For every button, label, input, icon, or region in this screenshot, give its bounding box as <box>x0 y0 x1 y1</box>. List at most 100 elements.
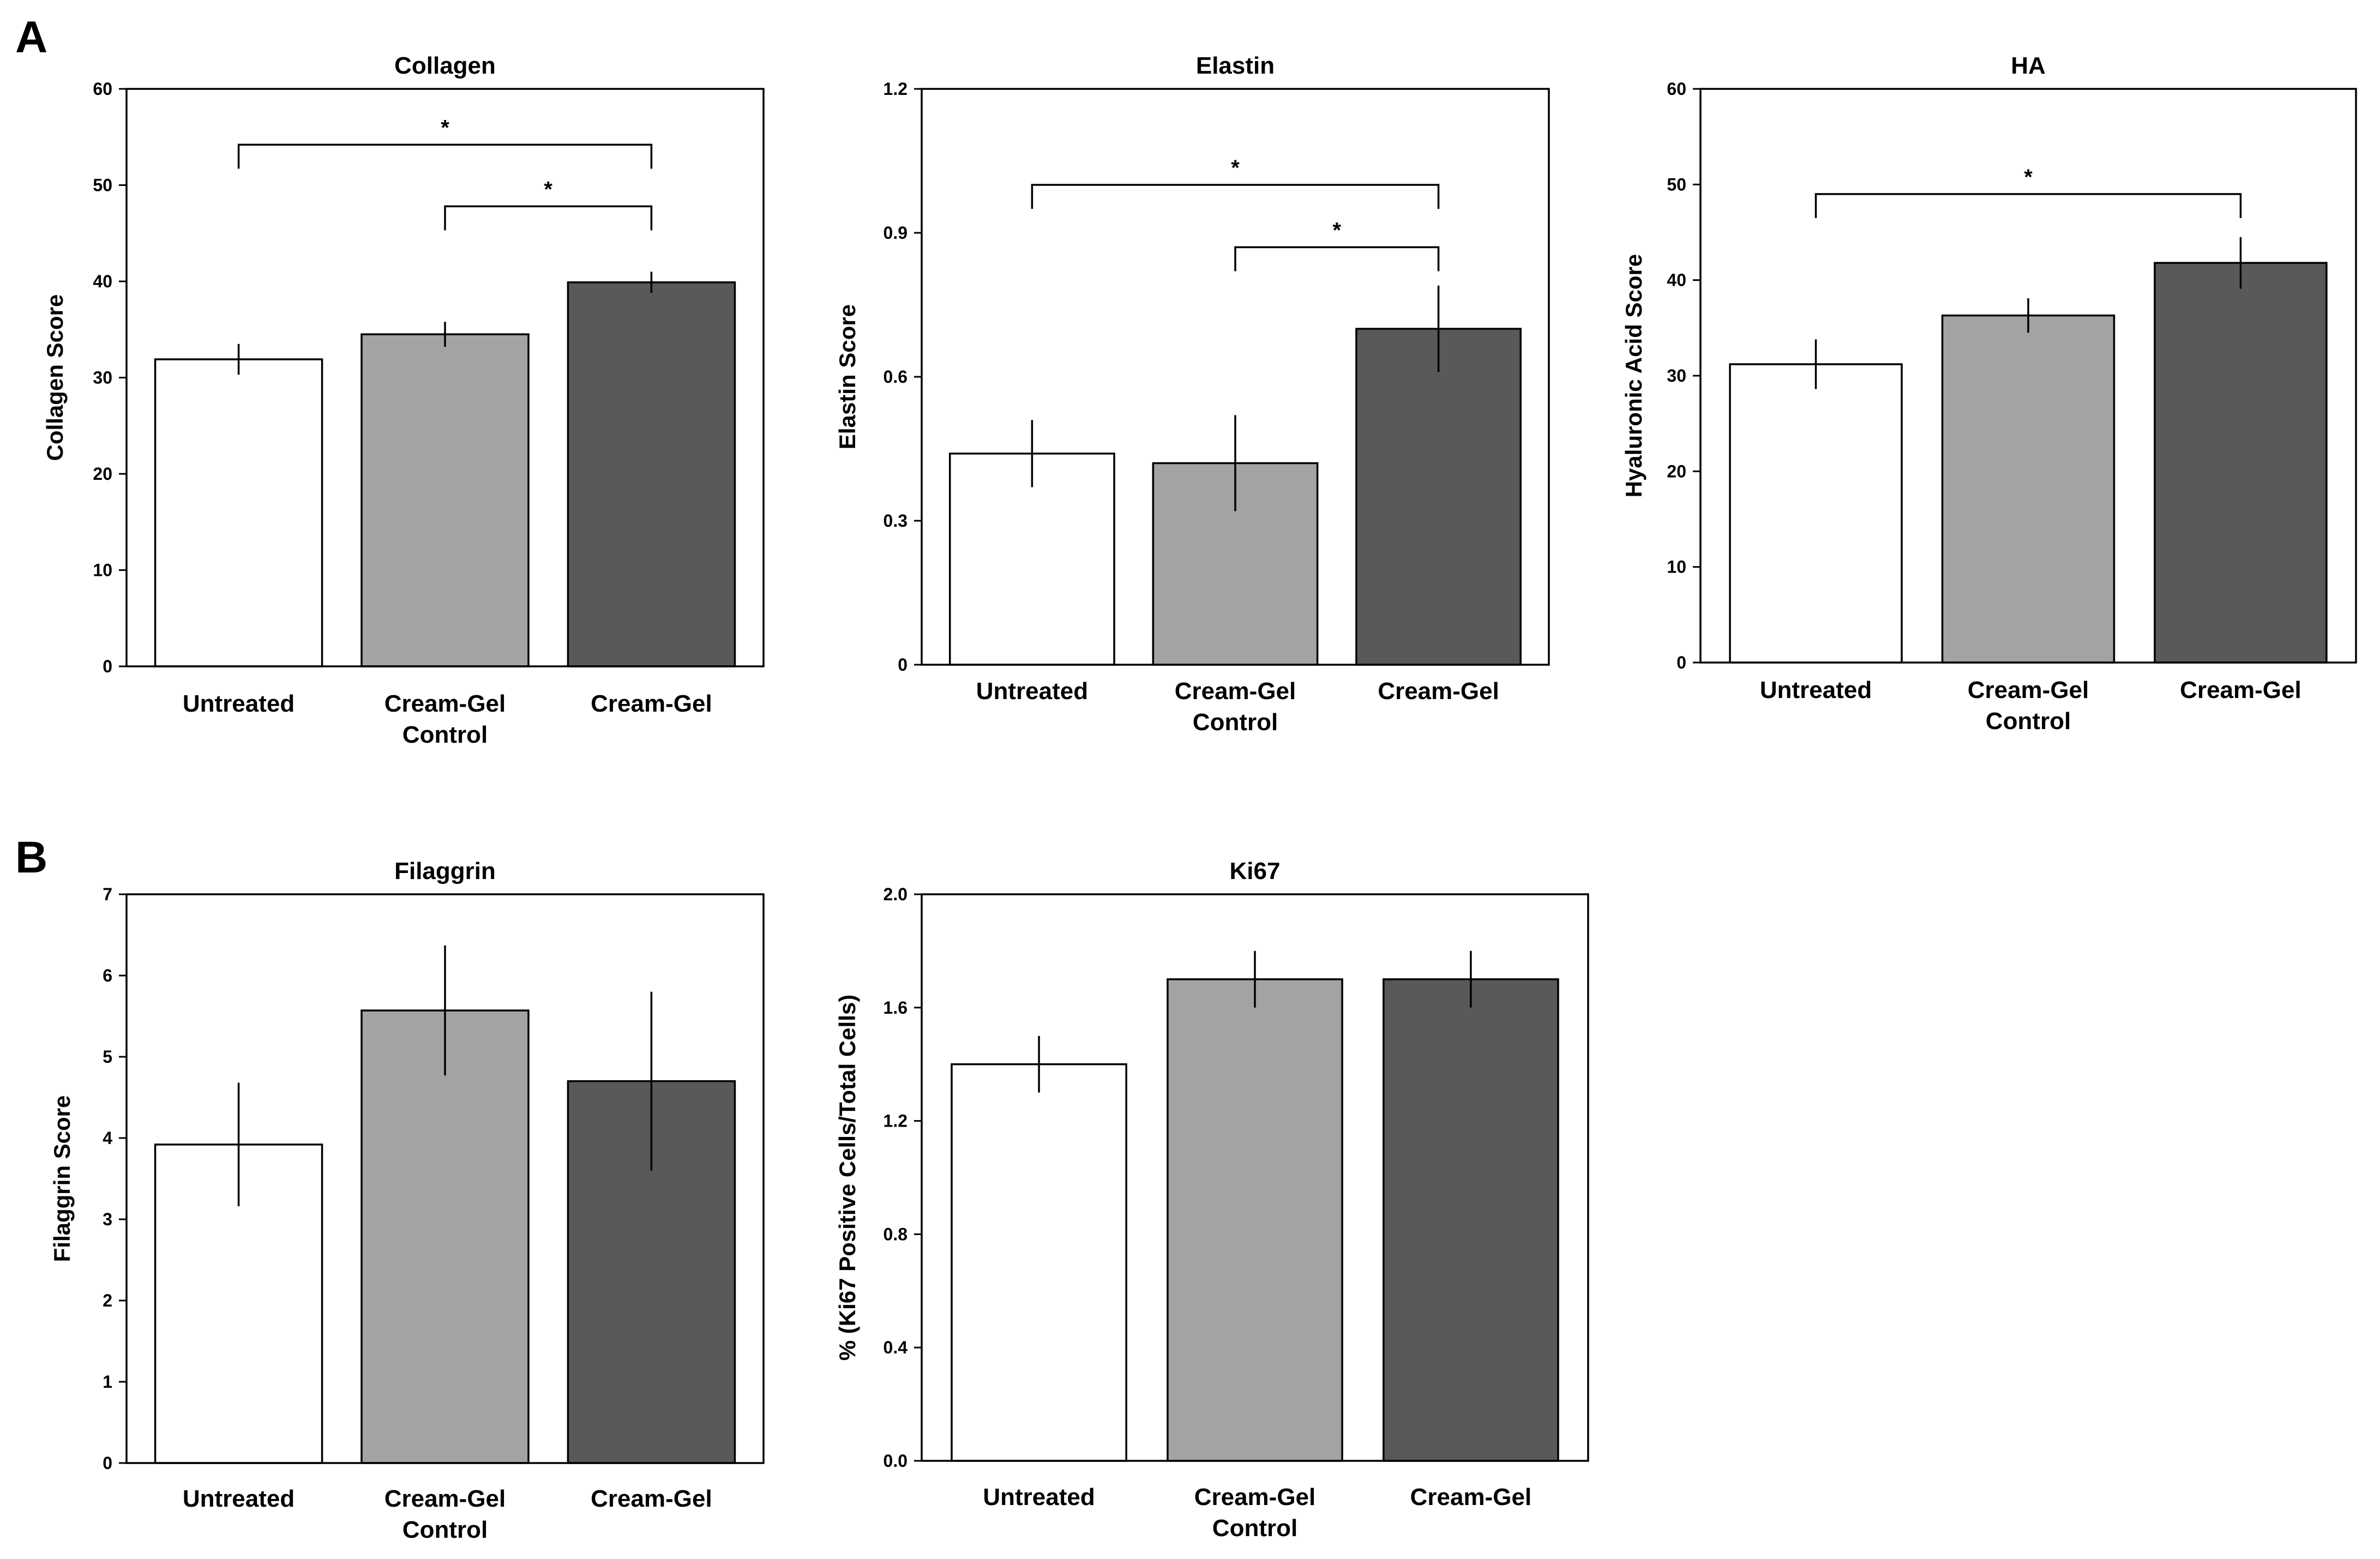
y-tick-label: 7 <box>103 884 112 904</box>
bar-untreated <box>949 453 1115 666</box>
category-label-line: Cream-Gel <box>1410 1484 1532 1510</box>
y-tick-label: 60 <box>93 79 112 99</box>
y-tick-label: 0 <box>898 655 907 675</box>
category-label: Cream-Gel Control <box>384 1485 506 1543</box>
y-tick-label: 4 <box>103 1128 112 1148</box>
category-label-line: Untreated <box>183 1485 295 1512</box>
category-label-line: Cream-Gel <box>384 1485 506 1512</box>
y-tick-label: 0 <box>103 1453 112 1473</box>
category-label: Cream-Gel Control <box>384 690 506 748</box>
y-tick-label: 1.2 <box>884 1111 907 1131</box>
significance-marker: * <box>1333 218 1342 242</box>
y-tick-label: 0.8 <box>884 1224 907 1244</box>
category-label: Cream-Gel <box>2180 677 2301 703</box>
category-label: Untreated <box>183 1485 295 1512</box>
y-tick-label: 0.3 <box>884 511 907 531</box>
significance-bracket <box>1234 246 1440 272</box>
bar-cream-gel-control <box>360 1009 530 1464</box>
bar-cream-gel <box>1355 328 1522 666</box>
significance-bracket <box>1031 184 1440 209</box>
panel-letter: B <box>15 833 47 882</box>
y-tick-label: 0 <box>1676 653 1686 672</box>
category-label-line: Control <box>402 721 488 748</box>
y-tick-label: 0.9 <box>884 223 907 243</box>
plot-frame <box>921 893 1589 1462</box>
y-tick-label: 40 <box>1667 270 1686 290</box>
bar-cream-gel <box>1383 978 1559 1462</box>
chart-title: Filaggrin <box>394 858 496 884</box>
y-tick-label: 20 <box>93 464 112 484</box>
chart-4: Ki67 % (Ki67 Positive Cells/Total Cells) 0… <box>834 858 1589 1542</box>
bar-untreated <box>154 358 323 667</box>
significance-marker: * <box>544 177 552 201</box>
category-label: Untreated <box>183 690 295 717</box>
y-tick-label: 40 <box>93 272 112 291</box>
y-tick-label: 0 <box>103 657 112 676</box>
category-label-line: Control <box>1986 708 2071 735</box>
category-label-line: Control <box>402 1516 488 1543</box>
y-tick-label: 20 <box>1667 461 1686 481</box>
category-label-line: Untreated <box>1760 677 1872 703</box>
category-label-line: Control <box>1193 709 1278 736</box>
panel-letter: A <box>15 13 47 62</box>
category-label-line: Control <box>1212 1515 1297 1542</box>
chart-title: HA <box>2011 52 2046 79</box>
category-label-line: Cream-Gel <box>2180 677 2301 703</box>
y-tick-label: 60 <box>1667 79 1686 99</box>
y-tick-label: 30 <box>93 368 112 388</box>
y-axis-label: Elastin Score <box>834 304 860 449</box>
significance-bracket <box>237 143 653 169</box>
y-tick-label: 1.6 <box>884 998 907 1018</box>
significance-marker: * <box>2024 165 2033 189</box>
y-tick-label: 50 <box>93 176 112 195</box>
bar-cream-gel <box>567 281 736 667</box>
y-axis-label: Collagen Score <box>42 294 68 461</box>
significance-marker: * <box>1231 156 1240 180</box>
category-label: Cream-Gel Control <box>1175 678 1296 736</box>
bar-cream-gel-control <box>1167 978 1343 1462</box>
bar-cream-gel-control <box>1941 314 2115 664</box>
plot-frame <box>125 88 765 667</box>
significance-bracket <box>444 205 653 231</box>
chart-0: A Collagen Collagen Score 0 10 20 30 40 50 60 * * Un… <box>15 13 765 748</box>
category-label-line: Cream-Gel <box>591 1485 712 1512</box>
chart-title: Elastin <box>1196 52 1275 79</box>
category-label: Cream-Gel <box>1378 678 1499 705</box>
bar-cream-gel-control <box>360 333 530 667</box>
plot-frame <box>1699 88 2357 664</box>
category-label: Untreated <box>976 678 1088 705</box>
y-axis-label: Hyaluronic Acid Score <box>1621 254 1646 498</box>
chart-title: Ki67 <box>1230 858 1281 884</box>
significance-bracket <box>1814 193 2242 218</box>
category-label-line: Untreated <box>983 1484 1095 1510</box>
category-label-line: Cream-Gel <box>1175 678 1296 705</box>
y-tick-label: 1 <box>103 1372 112 1392</box>
y-tick-label: 6 <box>103 966 112 985</box>
plot-frame <box>125 893 765 1464</box>
bar-untreated <box>951 1063 1127 1462</box>
y-tick-label: 0.6 <box>884 367 907 387</box>
y-axis-label: Filaggrin Score <box>49 1095 75 1262</box>
y-tick-label: 50 <box>1667 174 1686 194</box>
chart-3: B Filaggrin Filaggrin Score 0 1 2 3 4 5 6 7 Untreat… <box>15 833 765 1543</box>
category-label-line: Cream-Gel <box>1194 1484 1316 1510</box>
y-tick-label: 0.0 <box>884 1451 907 1471</box>
chart-2: HA Hyaluronic Acid Score 0 10 20 30 40 50 60 * Unt… <box>1621 52 2357 735</box>
category-label: Cream-Gel <box>1410 1484 1532 1510</box>
category-label-line: Cream-Gel <box>384 690 506 717</box>
bar-untreated <box>1729 363 1903 664</box>
y-tick-label: 2 <box>103 1291 112 1310</box>
y-tick-label: 2.0 <box>884 884 907 904</box>
category-label-line: Cream-Gel <box>1378 678 1499 705</box>
category-label-line: Cream-Gel <box>591 690 712 717</box>
category-label: Cream-Gel <box>591 1485 712 1512</box>
category-label: Untreated <box>1760 677 1872 703</box>
category-label-line: Untreated <box>183 690 295 717</box>
significance-marker: * <box>441 116 449 140</box>
y-axis-label: % (Ki67 Positive Cells/Total Cells) <box>834 995 860 1361</box>
y-tick-label: 10 <box>1667 557 1686 577</box>
category-label: Cream-Gel Control <box>1968 677 2089 735</box>
plot-frame <box>921 88 1550 666</box>
category-label: Cream-Gel <box>591 690 712 717</box>
y-tick-label: 3 <box>103 1209 112 1229</box>
